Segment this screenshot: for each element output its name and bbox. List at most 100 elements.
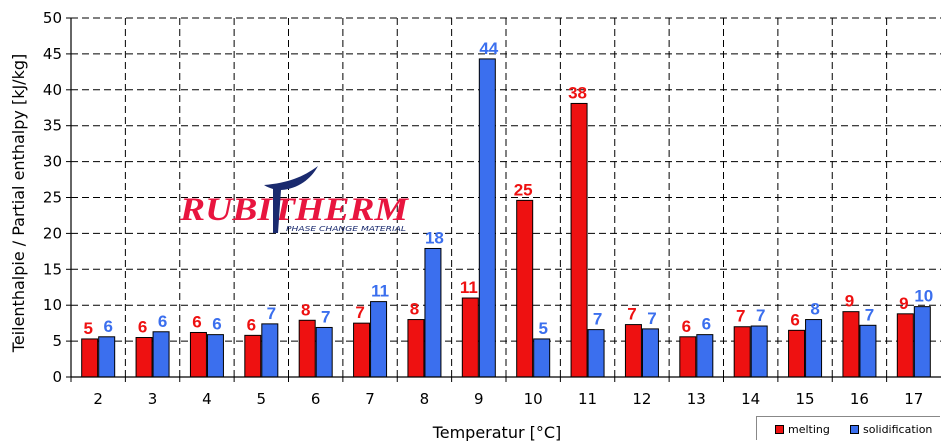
bar-melting xyxy=(788,329,806,378)
y-tick-label: 30 xyxy=(43,153,62,171)
logo-swoosh xyxy=(264,166,318,233)
x-tick-label: 11 xyxy=(578,390,597,408)
bar-solidification xyxy=(152,331,170,378)
data-label-solidification: 7 xyxy=(593,310,602,329)
x-tick-label: 17 xyxy=(904,390,923,408)
bar-solidification xyxy=(913,306,931,378)
x-tick-label: 13 xyxy=(687,390,706,408)
data-label-melting: 6 xyxy=(790,310,799,329)
x-tick-label: 12 xyxy=(632,390,651,408)
x-tick-label: 3 xyxy=(148,390,158,408)
data-label-solidification: 11 xyxy=(371,282,389,301)
data-label-solidification: 7 xyxy=(865,305,874,324)
legend-swatch-solidification xyxy=(850,425,859,434)
rubitherm-logo: RUBITHERM PHASE CHANGE MATERIAL xyxy=(179,166,410,233)
x-tick-label: 10 xyxy=(524,390,543,408)
data-label-solidification: 7 xyxy=(321,307,330,326)
data-label-melting: 7 xyxy=(355,303,364,322)
y-tick-label: 0 xyxy=(52,368,62,386)
y-tick-label: 10 xyxy=(43,296,62,314)
bar-solidification xyxy=(805,319,823,378)
bar-solidification xyxy=(370,301,388,378)
bar-melting xyxy=(81,338,99,378)
bar-solidification xyxy=(261,323,279,378)
data-label-melting: 6 xyxy=(192,312,201,331)
bar-solidification xyxy=(587,329,605,378)
y-tick-label: 50 xyxy=(43,9,62,27)
x-tick-label: 5 xyxy=(257,390,267,408)
data-label-melting: 38 xyxy=(568,83,587,102)
data-label-melting: 6 xyxy=(247,315,256,334)
x-tick-label: 8 xyxy=(420,390,430,408)
bar-solidification xyxy=(750,325,768,378)
bar-melting xyxy=(353,322,371,378)
data-label-solidification: 6 xyxy=(212,315,221,334)
y-tick-label: 15 xyxy=(43,260,62,278)
legend-label-solidification: solidification xyxy=(863,423,933,436)
bar-solidification xyxy=(98,336,116,378)
data-label-solidification: 18 xyxy=(425,228,444,247)
data-label-solidification: 7 xyxy=(756,306,765,325)
grid-layer xyxy=(71,17,941,377)
bars-layer xyxy=(81,58,931,378)
data-label-melting: 7 xyxy=(627,305,636,324)
bar-melting xyxy=(298,319,316,378)
bar-melting xyxy=(407,319,425,378)
bar-solidification xyxy=(206,334,224,378)
bar-solidification xyxy=(478,58,496,378)
data-label-solidification: 10 xyxy=(914,287,933,306)
data-label-melting: 25 xyxy=(514,180,533,199)
bar-melting xyxy=(679,336,697,378)
x-tick-label: 16 xyxy=(850,390,869,408)
legend: melting solidification xyxy=(756,416,940,440)
bar-melting xyxy=(461,297,479,378)
data-label-melting: 6 xyxy=(682,317,691,336)
logo-tagline: PHASE CHANGE MATERIAL xyxy=(286,225,406,233)
bar-melting xyxy=(842,311,860,378)
data-label-melting: 8 xyxy=(301,300,310,319)
bar-solidification xyxy=(641,328,659,378)
data-label-melting: 9 xyxy=(899,294,908,313)
bar-melting xyxy=(896,313,914,378)
y-tick-label: 40 xyxy=(43,81,62,99)
x-tick-label: 15 xyxy=(796,390,815,408)
x-tick-label: 4 xyxy=(202,390,212,408)
bar-melting xyxy=(516,199,534,378)
data-label-melting: 5 xyxy=(83,319,92,338)
legend-item-melting: melting xyxy=(775,423,830,436)
x-axis-title: Temperatur [°C] xyxy=(432,423,562,441)
legend-item-solidification: solidification xyxy=(850,423,932,436)
data-label-melting: 11 xyxy=(460,278,478,297)
data-label-melting: 7 xyxy=(736,307,745,326)
data-label-melting: 8 xyxy=(410,300,419,319)
y-tick-label: 20 xyxy=(43,224,62,242)
bar-melting xyxy=(570,102,588,378)
data-label-solidification: 7 xyxy=(647,309,656,328)
x-tick-label: 9 xyxy=(474,390,484,408)
bar-solidification xyxy=(424,247,442,378)
legend-label-melting: melting xyxy=(788,423,830,436)
y-axis-title: Teilenthalpie / Partial enthalpy [kJ/kg] xyxy=(9,54,28,353)
bar-melting xyxy=(624,324,642,378)
bar-solidification xyxy=(533,338,551,378)
bar-melting xyxy=(189,331,207,378)
data-label-melting: 6 xyxy=(138,318,147,337)
bar-solidification xyxy=(315,326,333,378)
y-tick-label: 25 xyxy=(43,189,62,207)
data-label-solidification: 8 xyxy=(810,300,819,319)
x-tick-label: 6 xyxy=(311,390,321,408)
y-tick-label: 45 xyxy=(43,45,62,63)
y-tick-label: 35 xyxy=(43,117,62,135)
logo-wordmark: RUBITHERM xyxy=(179,192,410,228)
bar-solidification xyxy=(859,324,877,378)
data-label-solidification: 7 xyxy=(267,304,276,323)
bar-melting xyxy=(244,334,262,378)
bar-melting xyxy=(135,337,153,378)
x-tick-label: 2 xyxy=(93,390,103,408)
data-label-solidification: 44 xyxy=(479,39,498,58)
legend-swatch-melting xyxy=(775,425,784,434)
data-label-solidification: 5 xyxy=(538,319,547,338)
